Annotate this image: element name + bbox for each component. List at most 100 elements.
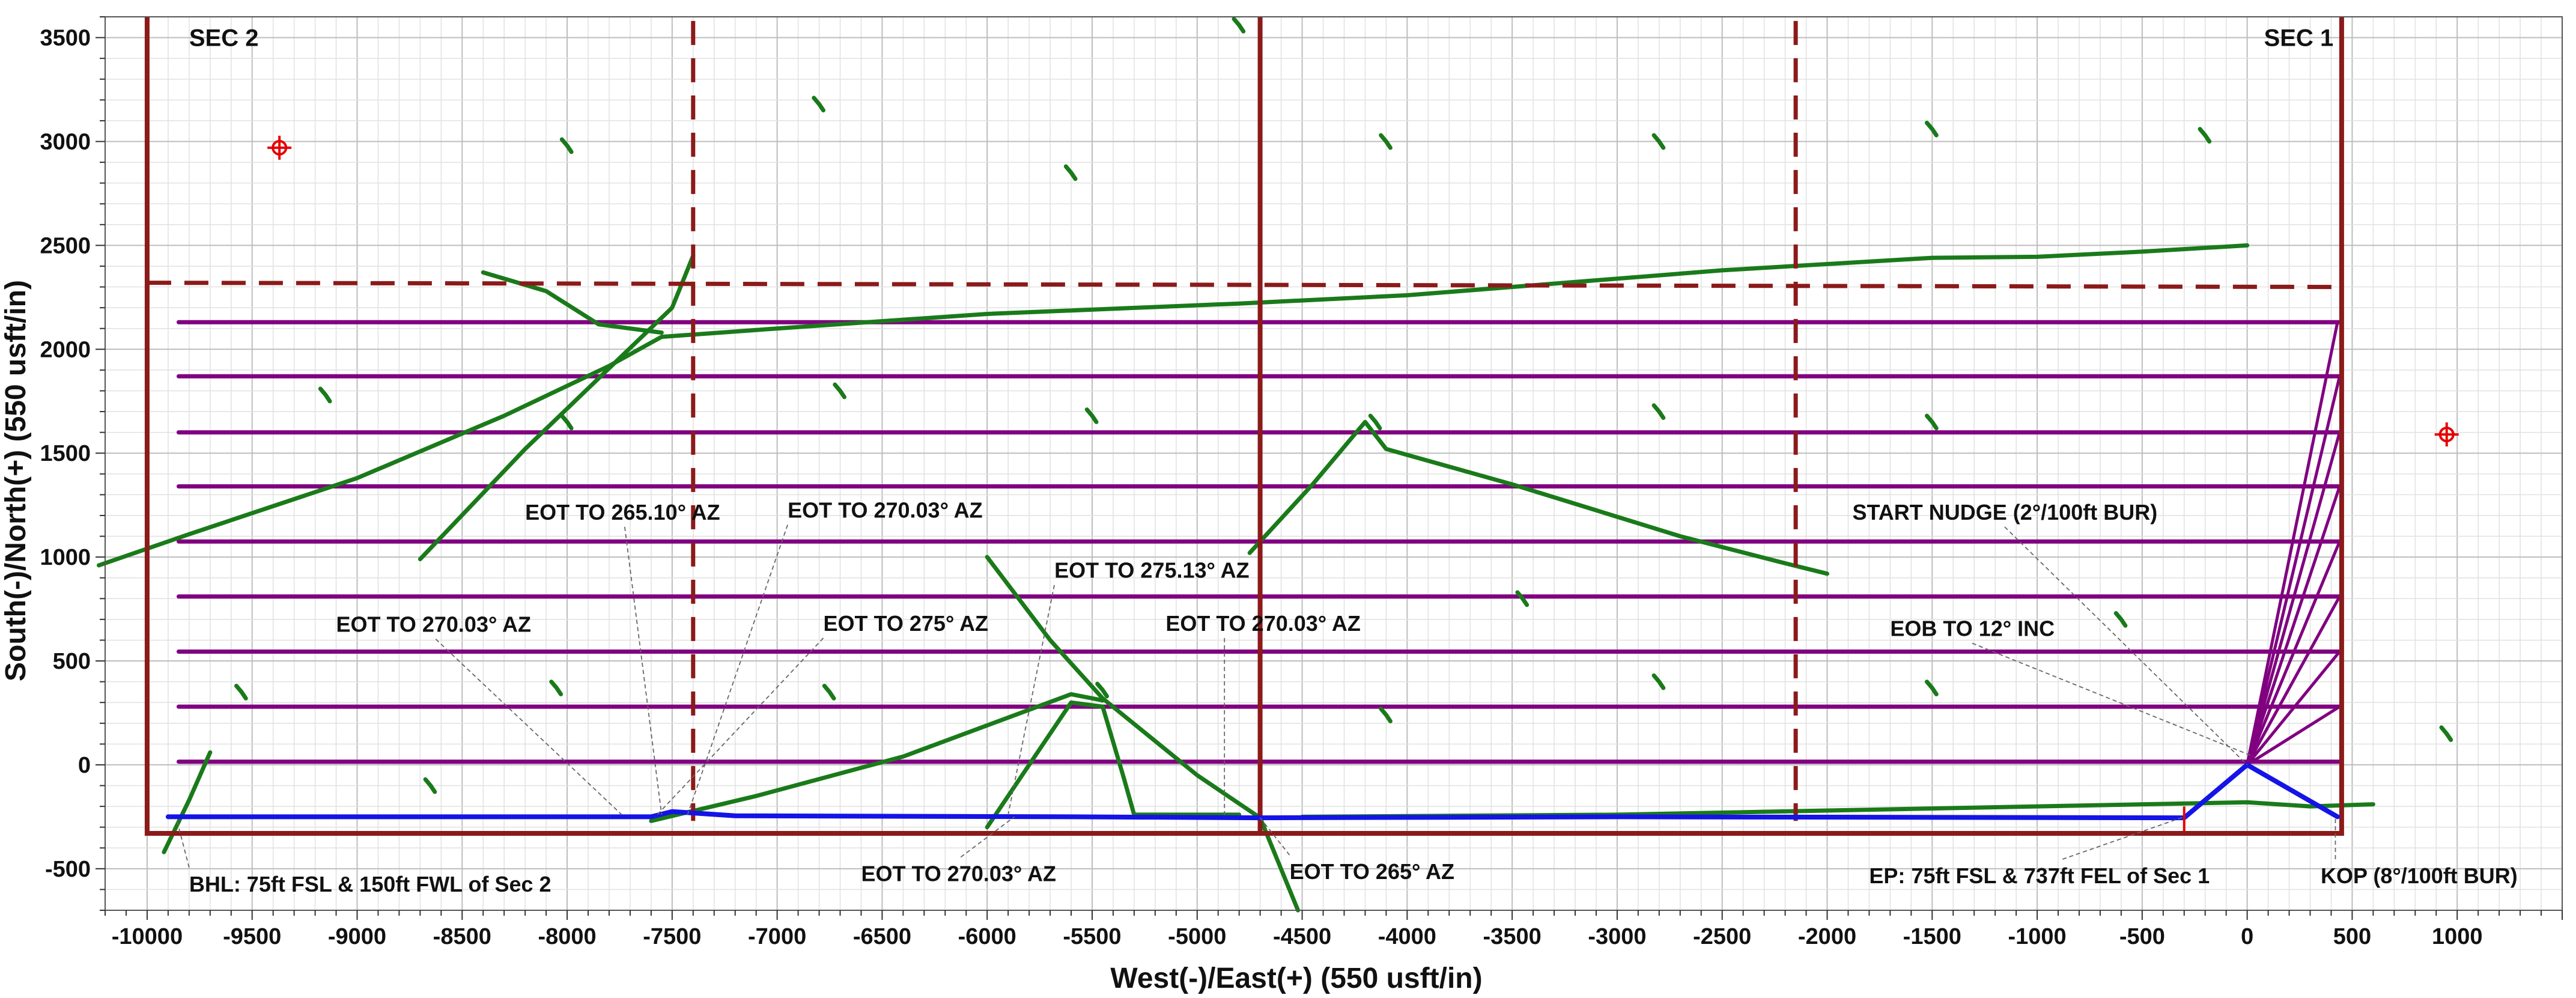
annotation-label: KOP (8°/100ft BUR) [2321, 863, 2518, 888]
annotation-label: EOT TO 270.03° AZ [788, 497, 983, 522]
offset-well-stub [549, 680, 564, 696]
target-markers [267, 135, 2459, 447]
x-tick-label: -6500 [853, 924, 911, 949]
offset-well-stub [1232, 17, 1246, 34]
y-tick-label: 1000 [40, 545, 91, 570]
section-label: SEC 2 [189, 25, 259, 51]
annotation-label: EOT TO 265° AZ [1290, 859, 1454, 884]
offset-well-stub [559, 137, 574, 154]
x-tick-label: -8500 [433, 924, 491, 949]
x-tick-label: -5000 [1168, 924, 1226, 949]
x-tick-label: -4000 [1378, 924, 1436, 949]
x-tick-label: -1500 [1903, 924, 1961, 949]
offset-well-stub [833, 382, 846, 400]
annotation-leader [655, 637, 824, 818]
x-tick-label: -2000 [1798, 924, 1856, 949]
offset-well-stub [1084, 407, 1099, 424]
offset-well-stub [2198, 127, 2212, 144]
annotation-leader [1972, 642, 2254, 757]
annotation-label: EP: 75ft FSL & 737ft FEL of Sec 1 [1869, 863, 2210, 888]
x-tick-label: -3500 [1483, 924, 1542, 949]
x-tick-label: 0 [2241, 924, 2253, 949]
y-tick-label: 3500 [40, 26, 91, 51]
axes: -10000 -9500 -9000 -8500 -8000 -7500 -7000 -650… [40, 16, 2563, 949]
offset-well-stub [1651, 673, 1666, 690]
offset-well-stub [1095, 681, 1109, 699]
x-tick-label: -8000 [538, 924, 596, 949]
annotation-label: EOT TO 265.10° AZ [525, 500, 720, 525]
annotation-label: BHL: 75ft FSL & 150ft FWL of Sec 2 [189, 872, 551, 896]
annotation-label: EOT TO 275° AZ [824, 611, 988, 636]
offset-well-stub [2439, 725, 2453, 742]
offset-well-stub [812, 96, 825, 113]
x-tick-label: 500 [2333, 924, 2371, 949]
annotation-leaders [175, 525, 2336, 868]
offset-well-stub [2113, 611, 2128, 628]
kop-fan-line [2246, 374, 2341, 767]
x-tick-label: -3000 [1588, 924, 1646, 949]
offset-well-stub [1651, 403, 1666, 420]
offset-well-line [1247, 419, 1829, 576]
annotation-leader [960, 816, 1015, 858]
annotation-label: EOT TO 270.03° AZ [861, 862, 1056, 886]
kop-fan-line [2246, 431, 2341, 767]
annotation-leader [435, 638, 622, 815]
y-tick-label: -500 [45, 857, 91, 882]
kop-fan-line [2246, 705, 2341, 767]
x-tick-label: -1000 [2008, 924, 2066, 949]
section-outline [144, 17, 2344, 836]
offset-well-line [649, 692, 1105, 823]
offset-well-stub [559, 413, 574, 431]
y-tick-label: 3000 [40, 129, 91, 154]
kop-fan-line [2246, 595, 2341, 767]
kop-fan-line [2246, 320, 2339, 767]
kop-fan-line [2246, 485, 2341, 767]
annotation-label: EOT TO 270.03° AZ [1165, 611, 1361, 636]
y-tick-label: 2500 [40, 233, 91, 258]
section-label: SEC 1 [2264, 25, 2334, 51]
offset-well-stub [1925, 680, 1939, 696]
offset-well-line [481, 270, 664, 335]
x-tick-label: -7000 [748, 924, 806, 949]
annotation-leader [1007, 585, 1055, 815]
offset-well-stub [1379, 133, 1393, 150]
x-tick-label: -9000 [328, 924, 386, 949]
y-tick-label: 0 [78, 753, 91, 778]
offset-well-stub [1925, 413, 1939, 431]
x-tick-label: -4500 [1273, 924, 1331, 949]
offset-well-stub [1515, 590, 1530, 607]
offset-well-stub [1063, 164, 1078, 181]
plot-frame [105, 16, 2563, 911]
annotation-leader [175, 818, 190, 868]
kop-fan-line [2246, 540, 2341, 767]
offset-well-stub [822, 684, 836, 701]
offset-well-stub [318, 386, 332, 404]
offset-well-stub [423, 777, 437, 794]
x-tick-label: -10000 [112, 924, 183, 949]
annotation-leader [624, 526, 663, 815]
annotation-leader [2004, 526, 2248, 765]
x-tick-label: -6000 [958, 924, 1016, 949]
offset-well-line [97, 243, 2250, 568]
y-axis-label: South(-)/North(+) (550 usft/in) [0, 280, 32, 681]
offset-well-stub [234, 684, 248, 701]
x-tick-label: -2500 [1693, 924, 1751, 949]
annotation-label: EOT TO 275.13° AZ [1054, 558, 1250, 583]
annotation-label: EOT TO 270.03° AZ [336, 612, 532, 637]
annotation-leader [1259, 817, 1290, 856]
annotation-leader [686, 525, 788, 817]
y-tick-label: 2000 [40, 337, 91, 362]
y-tick-label: 1500 [40, 441, 91, 466]
annotation-label: EOB TO 12° INC [1890, 616, 2055, 641]
x-tick-label: -5500 [1063, 924, 1121, 949]
x-tick-label: -9500 [223, 924, 281, 949]
offset-well-stub [1925, 120, 1939, 138]
offset-well-stub [1379, 707, 1393, 723]
offset-well-stub [1651, 133, 1666, 150]
offset-well-line [985, 700, 1242, 830]
plot-area [105, 17, 2562, 910]
x-axis-label: West(-)/East(+) (550 usft/in) [1110, 963, 1482, 994]
grid [105, 16, 2563, 910]
section-boundary: SEC 2 SEC 1 [144, 17, 2344, 836]
